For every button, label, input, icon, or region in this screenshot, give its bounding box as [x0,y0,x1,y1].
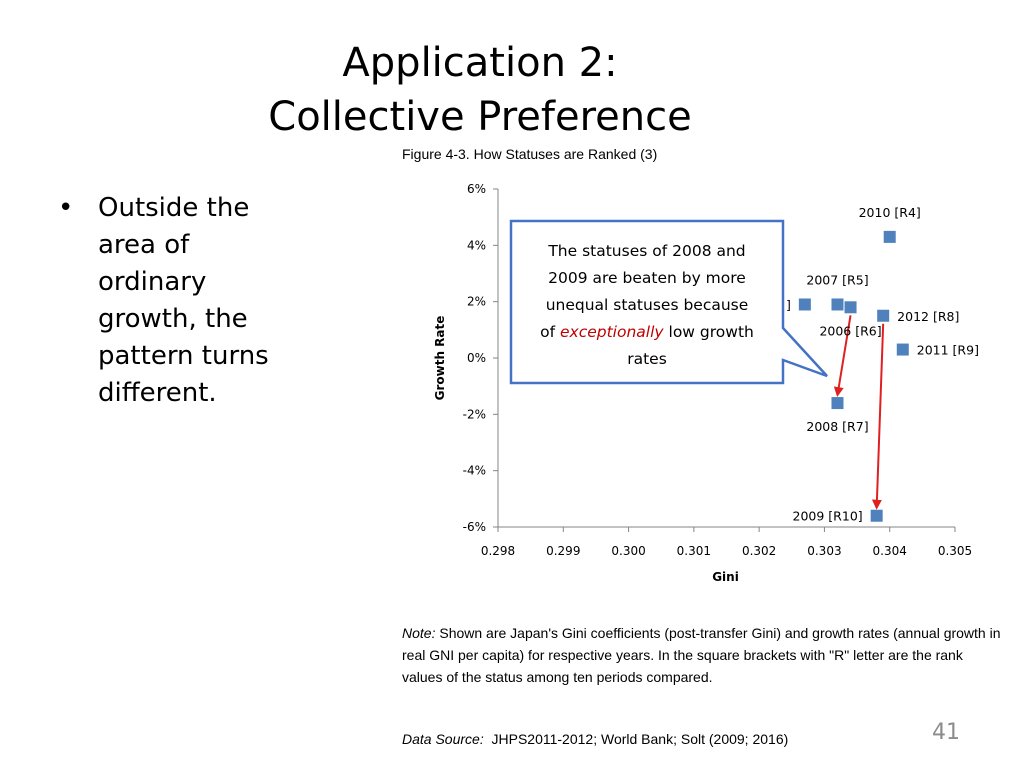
note-label: Note: [402,625,436,641]
point-label: 2008 [R7] [806,419,868,434]
point-label: 2010 [R4] [859,205,921,220]
point-label: 2012 [R8] [897,309,959,324]
figure-title: Figure 4-3. How Statuses are Ranked (3) [402,146,658,162]
note-text: Shown are Japan's Gini coefficients (pos… [402,625,1001,685]
page-number: 41 [932,720,960,745]
slide-title: Application 2: Collective Preference [190,36,770,144]
y-tick-label: 0% [467,351,486,365]
y-tick-label: -4% [463,464,486,478]
source-label: Data Source: [402,731,484,747]
x-tick-label: 0.298 [481,544,515,558]
data-point [844,301,857,314]
bullet-marker: • [58,193,74,223]
x-axis-title: Gini [712,570,739,584]
point-label: 2011 [R9] [917,343,979,358]
point-label: ] [786,297,791,312]
data-point [877,309,890,322]
y-tick-label: -6% [463,520,486,534]
y-tick-label: 6% [467,182,486,196]
data-point [883,230,896,243]
x-tick-label: 0.301 [677,544,711,558]
x-tick-label: 0.303 [807,544,841,558]
callout-line: of exceptionally low growth [540,323,754,341]
slide-title-line1: Application 2: [342,40,618,86]
x-tick-label: 0.305 [938,544,972,558]
figure-note: Note: Shown are Japan's Gini coefficient… [402,622,1002,688]
x-tick-label: 0.304 [873,544,907,558]
bullet-text: Outside the area of ordinary growth, the… [98,193,269,408]
red-arrow [833,315,852,398]
x-tick-label: 0.300 [611,544,645,558]
x-tick-label: 0.302 [742,544,776,558]
data-point [798,298,811,311]
callout-line: rates [627,350,667,368]
source-text: JHPS2011-2012; World Bank; Solt (2009; 2… [491,731,789,747]
y-tick-label: -2% [463,407,486,421]
point-label: 2009 [R10] [793,509,863,524]
callout-emphasis: exceptionally [560,323,664,341]
y-axis-title: Growth Rate [433,316,447,401]
data-point [831,397,844,410]
callout-line: unequal statuses because [546,296,749,314]
point-label: 2007 [R5] [806,272,868,287]
y-tick-label: 2% [467,295,486,309]
callout-line: 2009 are beaten by more [548,269,746,287]
data-point [831,298,844,311]
y-tick-label: 4% [467,238,486,252]
callout-line: The statuses of 2008 and [547,242,745,260]
red-arrow [871,323,885,510]
data-point [870,509,883,522]
slide-title-line2: Collective Preference [268,94,692,140]
point-label: 2006 [R6] [819,323,881,338]
x-tick-label: 0.299 [546,544,580,558]
data-point [896,343,909,356]
data-source: Data Source: JHPS2011-2012; World Bank; … [402,731,788,747]
callout-box [509,219,828,385]
